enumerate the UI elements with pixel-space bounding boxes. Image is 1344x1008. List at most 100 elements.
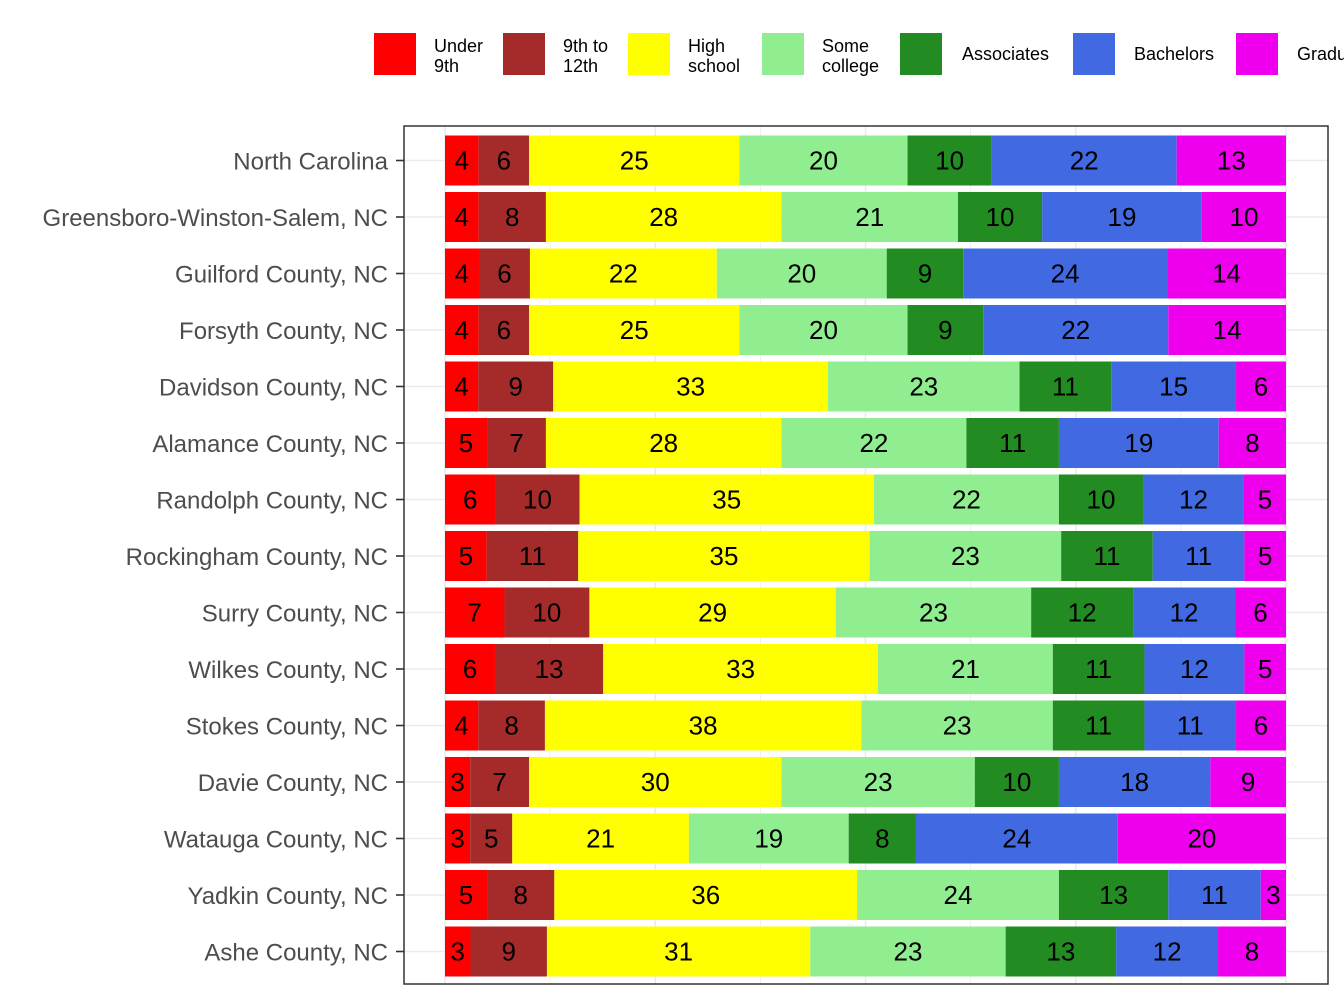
bar-segment-bach (963, 248, 1168, 299)
bar-segment-high (546, 926, 811, 977)
data-label-grad: 6 (1254, 372, 1268, 402)
bar-segment-g9to12 (487, 870, 555, 920)
y-tick-label: Ashe County, NC (204, 940, 388, 967)
y-tick-label: Davidson County, NC (159, 375, 388, 402)
data-label-high: 22 (609, 259, 638, 289)
bar-segment-assoc (1052, 644, 1145, 694)
bar-segment-assoc (1031, 587, 1134, 638)
bar-segment-under9 (445, 926, 471, 977)
data-label-grad: 20 (1187, 824, 1216, 854)
bar-segment-grad (1176, 135, 1286, 186)
bar-segment-g9to12 (478, 305, 530, 355)
bar-segment-under9 (445, 531, 487, 581)
legend-label-g9to12: 9th to (563, 36, 608, 56)
data-label-grad: 9 (1241, 767, 1255, 797)
bar-segment-high (589, 587, 836, 638)
bar-segment-g9to12 (478, 135, 530, 186)
legend-label-under9: Under (434, 36, 483, 56)
data-label-under9: 7 (467, 598, 481, 628)
data-label-under9: 4 (454, 372, 468, 402)
data-label-under9: 3 (450, 767, 464, 797)
data-label-under9: 6 (463, 485, 477, 515)
data-label-grad: 13 (1217, 146, 1246, 176)
bar-segment-assoc (1058, 870, 1169, 920)
bar-segment-high (529, 305, 740, 355)
bar-segment-high (553, 361, 829, 412)
data-label-bach: 12 (1153, 937, 1182, 967)
bar-segment-somecol (877, 644, 1053, 694)
data-label-high: 21 (586, 824, 615, 854)
bar-segment-somecol (861, 700, 1053, 751)
data-label-somecol: 20 (787, 259, 816, 289)
bar-segment-under9 (445, 700, 479, 751)
bar-segment-high (529, 135, 740, 186)
y-tick-label: Davie County, NC (198, 770, 388, 797)
bar-segment-somecol (781, 418, 967, 468)
bar-segment-under9 (445, 192, 479, 242)
bar-segment-somecol (857, 870, 1059, 920)
bar-segment-bach (1144, 644, 1245, 694)
data-label-grad: 10 (1229, 202, 1258, 232)
data-label-grad: 14 (1212, 259, 1241, 289)
bar-segment-under9 (445, 587, 505, 638)
bar-segment-under9 (445, 361, 479, 412)
y-tick-label: Rockingham County, NC (126, 544, 388, 571)
legend-label-grad: Gradu (1297, 44, 1344, 64)
data-label-g9to12: 6 (497, 315, 511, 345)
bar-segment-somecol (739, 305, 908, 355)
y-tick-label: Randolph County, NC (156, 488, 388, 515)
bar-segment-bach (1042, 192, 1202, 242)
data-label-assoc: 12 (1068, 598, 1097, 628)
bar-segment-under9 (445, 644, 495, 694)
data-label-assoc: 9 (918, 259, 932, 289)
bar-segment-assoc (1052, 700, 1145, 751)
bar-segment-somecol (781, 192, 959, 242)
legend-swatch-bach (1073, 33, 1115, 75)
data-label-g9to12: 6 (497, 259, 511, 289)
data-label-grad: 6 (1253, 598, 1267, 628)
data-label-assoc: 8 (875, 824, 889, 854)
data-label-assoc: 11 (1085, 711, 1112, 741)
data-label-high: 28 (649, 428, 678, 458)
data-label-high: 29 (698, 598, 727, 628)
data-label-somecol: 21 (855, 202, 884, 232)
data-label-under9: 6 (463, 654, 477, 684)
data-label-high: 28 (649, 202, 678, 232)
data-label-assoc: 11 (1093, 541, 1120, 571)
bar-segment-bach (1152, 531, 1245, 581)
data-label-g9to12: 13 (535, 654, 564, 684)
legend-label-high: High (688, 36, 725, 56)
data-label-g9to12: 10 (532, 598, 561, 628)
data-label-bach: 19 (1108, 202, 1137, 232)
bar-segment-assoc (1019, 361, 1112, 412)
bar-segment-grad (1218, 418, 1286, 468)
data-label-g9to12: 6 (497, 146, 511, 176)
bar-segment-bach (1143, 474, 1244, 525)
data-label-assoc: 11 (1052, 372, 1079, 402)
bar-segment-bach (1111, 361, 1237, 412)
bar-segment-under9 (445, 305, 479, 355)
data-label-under9: 3 (450, 824, 464, 854)
data-label-assoc: 13 (1099, 880, 1128, 910)
bar-segment-grad (1167, 248, 1286, 299)
data-label-assoc: 10 (986, 202, 1015, 232)
bar-segment-under9 (445, 474, 496, 525)
bar-segment-grad (1260, 870, 1286, 920)
legend-swatch-somecol (762, 33, 804, 75)
data-label-somecol: 20 (809, 315, 838, 345)
bar-segment-bach (983, 305, 1169, 355)
bar-segment-grad (1236, 700, 1286, 751)
data-label-under9: 5 (459, 428, 473, 458)
legend-label-assoc: Associates (962, 44, 1049, 64)
data-label-under9: 4 (455, 146, 469, 176)
bar-segment-grad (1117, 813, 1286, 864)
legend-swatch-high (628, 33, 670, 75)
data-label-g9to12: 9 (501, 937, 515, 967)
bar-segment-high (529, 248, 717, 299)
bar-segment-assoc (848, 813, 916, 864)
legend-swatch-assoc (900, 33, 942, 75)
data-label-high: 31 (664, 937, 693, 967)
legend-swatch-grad (1236, 33, 1278, 75)
data-label-g9to12: 11 (519, 541, 546, 571)
bar-segment-g9to12 (478, 361, 554, 412)
